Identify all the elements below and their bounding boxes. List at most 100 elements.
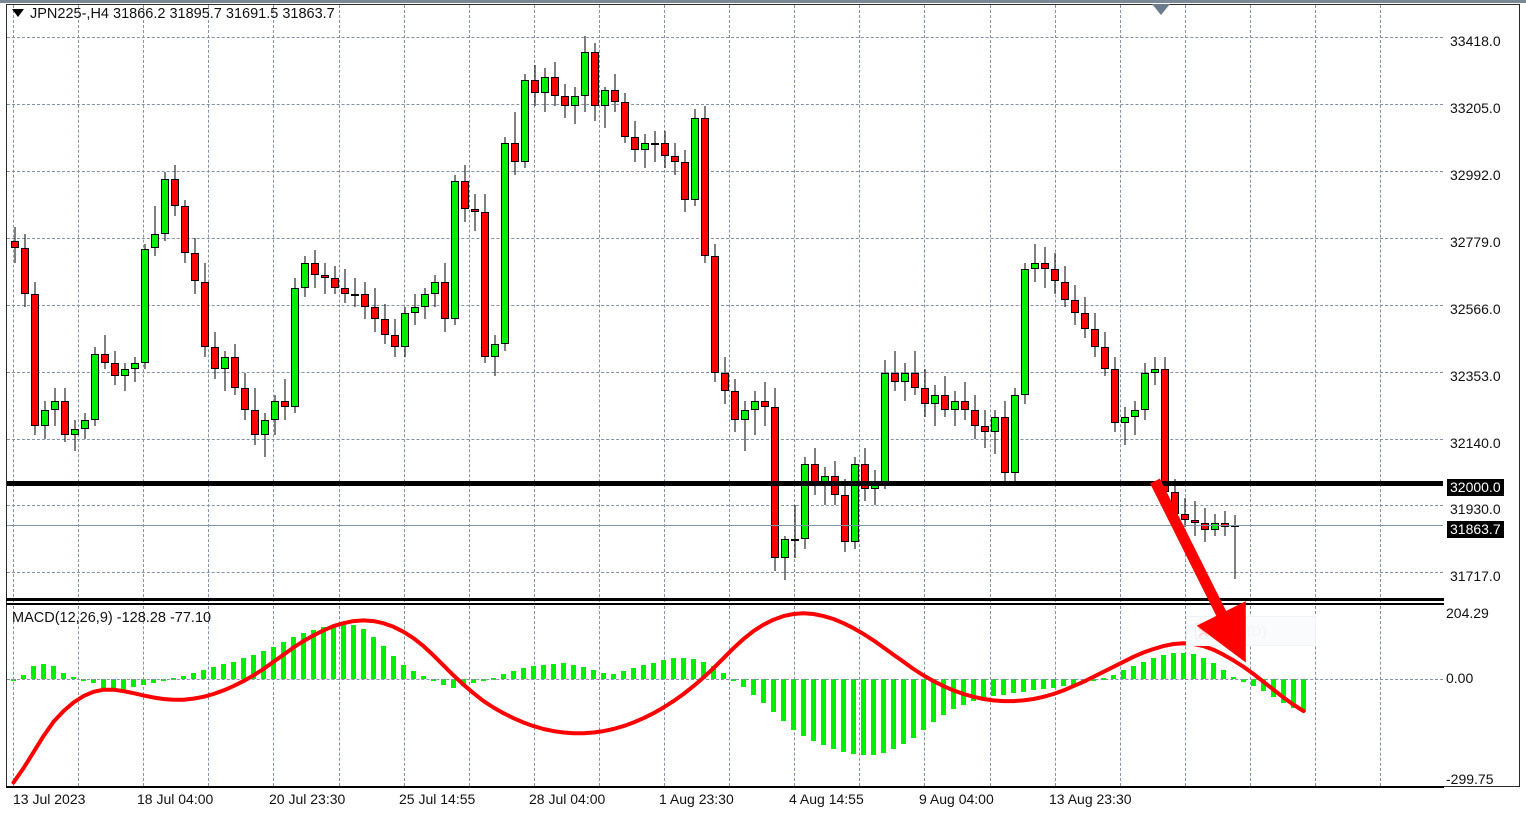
candlestick[interactable]: [441, 5, 449, 602]
candlestick[interactable]: [741, 5, 749, 602]
candlestick[interactable]: [1051, 5, 1059, 602]
candlestick[interactable]: [201, 5, 209, 602]
candlestick[interactable]: [111, 5, 119, 602]
candlestick[interactable]: [561, 5, 569, 602]
candlestick[interactable]: [1071, 5, 1079, 602]
candlestick[interactable]: [941, 5, 949, 602]
candlestick[interactable]: [381, 5, 389, 602]
candlestick[interactable]: [651, 5, 659, 602]
price-level-line-close-31863.7[interactable]: [7, 525, 1443, 527]
candlestick[interactable]: [1231, 5, 1239, 602]
candlestick[interactable]: [281, 5, 289, 602]
candlestick[interactable]: [931, 5, 939, 602]
candlestick[interactable]: [781, 5, 789, 602]
candlestick[interactable]: [601, 5, 609, 602]
candlestick[interactable]: [751, 5, 759, 602]
candlestick[interactable]: [151, 5, 159, 602]
candlestick[interactable]: [1031, 5, 1039, 602]
candlestick[interactable]: [861, 5, 869, 602]
candlestick[interactable]: [1131, 5, 1139, 602]
candlestick[interactable]: [711, 5, 719, 602]
candlestick[interactable]: [231, 5, 239, 602]
candlestick[interactable]: [221, 5, 229, 602]
candlestick[interactable]: [131, 5, 139, 602]
candlestick[interactable]: [41, 5, 49, 602]
candlestick[interactable]: [681, 5, 689, 602]
candlestick[interactable]: [701, 5, 709, 602]
candlestick[interactable]: [821, 5, 829, 602]
candlestick[interactable]: [621, 5, 629, 602]
candlestick[interactable]: [81, 5, 89, 602]
candlestick[interactable]: [401, 5, 409, 602]
candlestick[interactable]: [31, 5, 39, 602]
candlestick[interactable]: [891, 5, 899, 602]
candlestick[interactable]: [121, 5, 129, 602]
candlestick[interactable]: [1221, 5, 1229, 602]
candlestick[interactable]: [691, 5, 699, 602]
candlestick[interactable]: [291, 5, 299, 602]
candlestick[interactable]: [771, 5, 779, 602]
candlestick[interactable]: [1141, 5, 1149, 602]
candlestick[interactable]: [141, 5, 149, 602]
candlestick[interactable]: [881, 5, 889, 602]
candlestick[interactable]: [521, 5, 529, 602]
candlestick[interactable]: [721, 5, 729, 602]
price-axis[interactable]: 33418.0 33205.0 32992.0 32779.0 32566.0 32353…: [1444, 5, 1526, 602]
chart-top-marker-icon[interactable]: [1152, 4, 1170, 15]
candlestick[interactable]: [1191, 5, 1199, 602]
candlestick[interactable]: [911, 5, 919, 602]
collapse-triangle-icon[interactable]: [12, 9, 24, 18]
candlestick[interactable]: [391, 5, 399, 602]
candlestick[interactable]: [1041, 5, 1049, 602]
candlestick[interactable]: [61, 5, 69, 602]
candlestick[interactable]: [791, 5, 799, 602]
candlestick[interactable]: [321, 5, 329, 602]
candlestick[interactable]: [271, 5, 279, 602]
candlestick[interactable]: [371, 5, 379, 602]
macd-axis[interactable]: 204.29 0.00 -299.75: [1444, 606, 1526, 786]
price-level-line-support-32000[interactable]: [7, 480, 1443, 486]
candlestick[interactable]: [921, 5, 929, 602]
candlestick[interactable]: [551, 5, 559, 602]
candlestick[interactable]: [1011, 5, 1019, 602]
candlestick[interactable]: [871, 5, 879, 602]
candlestick[interactable]: [101, 5, 109, 602]
candlestick[interactable]: [71, 5, 79, 602]
candlestick[interactable]: [951, 5, 959, 602]
candlestick[interactable]: [631, 5, 639, 602]
candlestick[interactable]: [251, 5, 259, 602]
candlestick[interactable]: [581, 5, 589, 602]
candlestick[interactable]: [731, 5, 739, 602]
candlestick[interactable]: [161, 5, 169, 602]
candlestick[interactable]: [991, 5, 999, 602]
candlestick[interactable]: [51, 5, 59, 602]
candlestick[interactable]: [591, 5, 599, 602]
candlestick[interactable]: [501, 5, 509, 602]
candlestick[interactable]: [901, 5, 909, 602]
candlestick[interactable]: [851, 5, 859, 602]
candlestick[interactable]: [241, 5, 249, 602]
candlestick[interactable]: [91, 5, 99, 602]
candlestick[interactable]: [451, 5, 459, 602]
candlestick[interactable]: [191, 5, 199, 602]
candlestick[interactable]: [331, 5, 339, 602]
candlestick[interactable]: [981, 5, 989, 602]
price-chart-pane[interactable]: [7, 5, 1443, 602]
candlestick[interactable]: [1181, 5, 1189, 602]
candlestick[interactable]: [1161, 5, 1169, 602]
candlestick[interactable]: [21, 5, 29, 602]
candlestick[interactable]: [1101, 5, 1109, 602]
macd-indicator-pane[interactable]: [7, 606, 1443, 786]
candlestick[interactable]: [571, 5, 579, 602]
candlestick[interactable]: [1091, 5, 1099, 602]
candlestick[interactable]: [961, 5, 969, 602]
candlestick[interactable]: [211, 5, 219, 602]
candlestick[interactable]: [261, 5, 269, 602]
candlestick[interactable]: [841, 5, 849, 602]
candlestick[interactable]: [1201, 5, 1209, 602]
candlestick[interactable]: [611, 5, 619, 602]
candlestick[interactable]: [1171, 5, 1179, 602]
candlestick[interactable]: [341, 5, 349, 602]
time-axis[interactable]: 13 Jul 2023 18 Jul 04:00 20 Jul 23:30 25 Ju…: [7, 789, 1443, 813]
candlestick[interactable]: [491, 5, 499, 602]
